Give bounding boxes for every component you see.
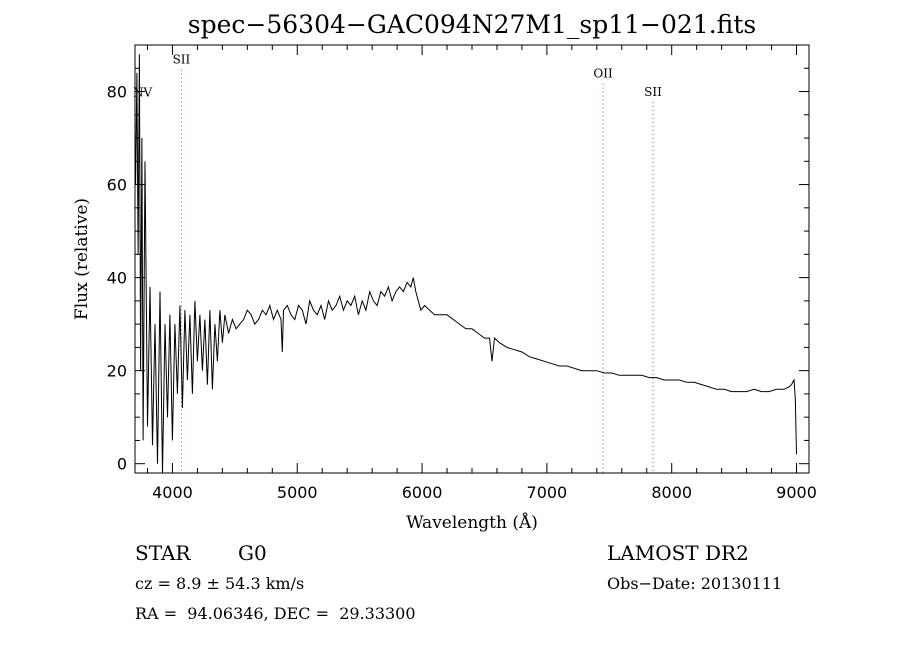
spectrum-line-0 — [135, 54, 797, 474]
y-tick-label: 0 — [117, 455, 127, 474]
y-tick-label: 80 — [107, 83, 127, 102]
emission-line-markers: SII OII SII NV — [133, 53, 662, 473]
emission-line-label: OII — [593, 67, 613, 81]
redshift-velocity: cz = 8.9 ± 54.3 km/s — [135, 574, 305, 593]
object-type: STAR — [135, 541, 191, 565]
y-axis-label: Flux (relative) — [72, 198, 92, 320]
spectrum-series — [135, 54, 797, 474]
x-tick-label: 5000 — [277, 483, 318, 502]
x-tick-label: 7000 — [527, 483, 568, 502]
x-tick-label: 9000 — [776, 483, 817, 502]
emission-line-label: SII — [644, 85, 662, 99]
emission-line-label: SII — [173, 53, 191, 67]
y-tick-label: 60 — [107, 176, 127, 195]
x-tick-label: 8000 — [651, 483, 692, 502]
spectral-subclass: G0 — [238, 541, 267, 565]
edge-line-label: NV — [133, 86, 153, 100]
survey-name: LAMOST DR2 — [607, 541, 749, 565]
chart-title: spec−56304−GAC094N27M1_sp11−021.fits — [188, 10, 756, 39]
axis-ticks: 4000 5000 6000 7000 8000 9000 0 20 40 60 80 — [107, 45, 817, 502]
y-tick-label: 40 — [107, 269, 127, 288]
y-tick-label: 20 — [107, 362, 127, 381]
x-axis-label: Wavelength (Å) — [406, 512, 538, 533]
x-tick-label: 4000 — [152, 483, 193, 502]
observation-date: Obs−Date: 20130111 — [607, 574, 783, 593]
plot-frame — [134, 44, 810, 474]
x-tick-label: 6000 — [402, 483, 443, 502]
sky-coordinates: RA = 94.06346, DEC = 29.33300 — [135, 604, 416, 623]
